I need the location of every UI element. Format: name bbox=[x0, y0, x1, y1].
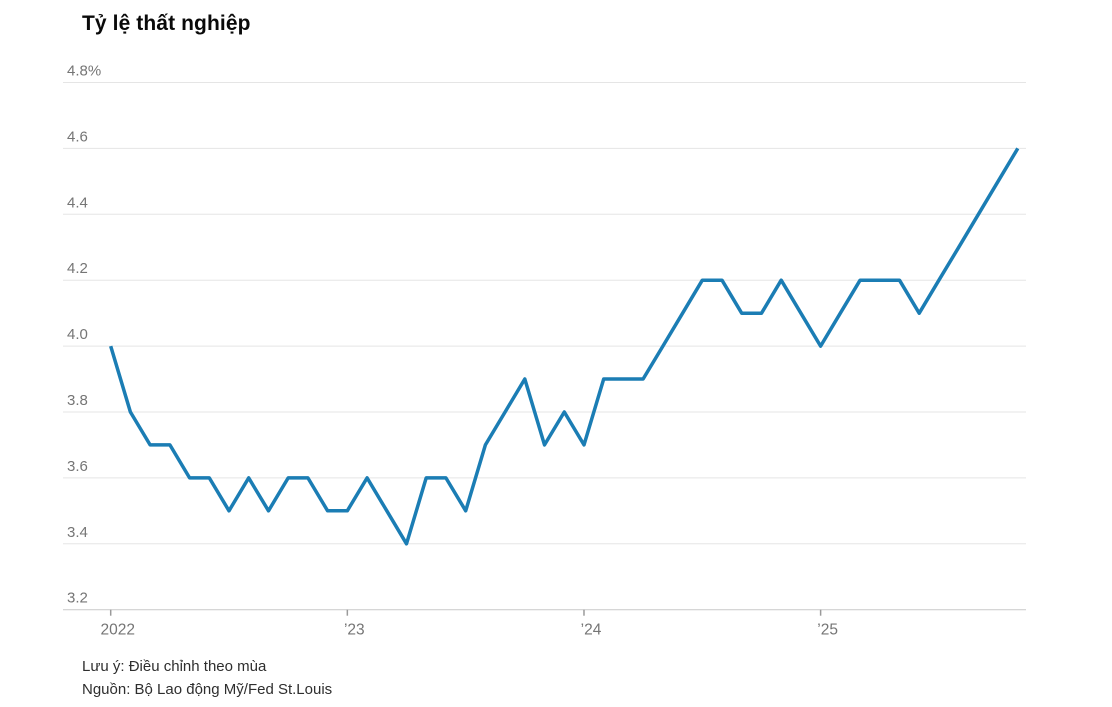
unemployment-rate-line bbox=[109, 147, 1020, 546]
y-axis-tick-label: 4.6 bbox=[67, 128, 88, 145]
y-axis-tick-label: 3.8 bbox=[67, 392, 88, 409]
x-axis-tick-label: ’24 bbox=[581, 622, 602, 639]
y-axis-tick-label: 3.4 bbox=[67, 524, 88, 541]
chart-note-seasonal: Lưu ý: Điều chỉnh theo mùa bbox=[82, 658, 267, 675]
y-axis-tick-label: 3.6 bbox=[67, 458, 88, 475]
y-axis-tick-label: 4.2 bbox=[67, 260, 88, 277]
x-axis-tick-label: ’23 bbox=[344, 622, 365, 639]
chart-notes: Lưu ý: Điều chỉnh theo mùa Nguồn: Bộ Lao… bbox=[82, 655, 332, 701]
x-axis-tick-label: 2022 bbox=[100, 622, 134, 639]
chart-source: Nguồn: Bộ Lao động Mỹ/Fed St.Louis bbox=[82, 681, 333, 698]
chart-title: Tỷ lệ thất nghiệp bbox=[82, 12, 251, 35]
y-axis-tick-label: 4.4 bbox=[67, 194, 88, 211]
y-axis-tick-label: 3.2 bbox=[67, 590, 88, 607]
x-axis-tick-label: ’25 bbox=[817, 622, 838, 639]
y-axis-tick-label: 4.8% bbox=[67, 63, 101, 80]
y-axis-tick-label: 4.0 bbox=[67, 326, 88, 343]
